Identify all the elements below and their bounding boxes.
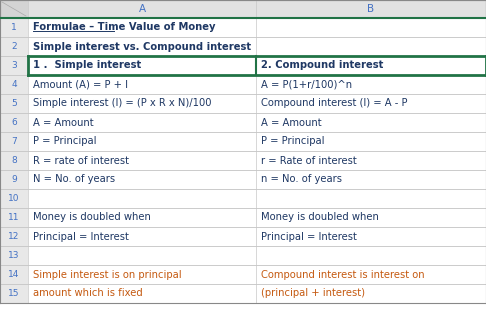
Bar (256, 170, 486, 189)
Bar (256, 113, 486, 132)
Bar (0, 75, 28, 94)
Bar (0, 189, 28, 208)
Text: Principal = Interest: Principal = Interest (261, 232, 357, 241)
Bar (28, 151, 256, 170)
Bar (28, 284, 256, 303)
Bar (256, 151, 486, 170)
Text: R = rate of interest: R = rate of interest (33, 155, 129, 166)
Bar (28, 0, 256, 18)
Bar (0, 151, 28, 170)
Text: n = No. of years: n = No. of years (261, 174, 342, 184)
Text: A: A (139, 4, 146, 14)
Bar (28, 56, 256, 75)
Text: N = No. of years: N = No. of years (33, 174, 115, 184)
Text: Compound interest is interest on: Compound interest is interest on (261, 270, 425, 279)
Bar (256, 0, 486, 18)
Text: B: B (367, 4, 375, 14)
Text: 14: 14 (8, 270, 20, 279)
Bar (256, 56, 486, 75)
Text: Compound interest (I) = A - P: Compound interest (I) = A - P (261, 99, 407, 108)
Bar (28, 37, 256, 56)
Bar (256, 75, 486, 94)
Text: Formulae – Time Value of Money: Formulae – Time Value of Money (33, 23, 215, 33)
Bar (0, 113, 28, 132)
Bar (0, 246, 28, 265)
Bar (28, 18, 256, 37)
Text: 2. Compound interest: 2. Compound interest (261, 61, 383, 70)
Bar (28, 265, 256, 284)
Bar (256, 227, 486, 246)
Text: P = Principal: P = Principal (261, 137, 325, 146)
Bar (28, 246, 256, 265)
Bar (0, 37, 28, 56)
Bar (256, 132, 486, 151)
Text: 3: 3 (11, 61, 17, 70)
Bar (256, 189, 486, 208)
Bar (256, 284, 486, 303)
Text: Amount (A) = P + I: Amount (A) = P + I (33, 79, 128, 90)
Text: amount which is fixed: amount which is fixed (33, 288, 143, 299)
Text: A = Amount: A = Amount (33, 117, 94, 128)
Text: 11: 11 (8, 213, 20, 222)
Text: Money is doubled when: Money is doubled when (261, 212, 379, 222)
Text: A = Amount: A = Amount (261, 117, 322, 128)
Text: A = P(1+r/100)^n: A = P(1+r/100)^n (261, 79, 352, 90)
Bar (0, 227, 28, 246)
Bar (256, 265, 486, 284)
Bar (256, 37, 486, 56)
Bar (28, 170, 256, 189)
Bar (256, 246, 486, 265)
Text: 1 .  Simple interest: 1 . Simple interest (33, 61, 141, 70)
Bar (0, 132, 28, 151)
Bar (0, 18, 28, 37)
Text: Principal = Interest: Principal = Interest (33, 232, 129, 241)
Text: 1: 1 (11, 23, 17, 32)
Text: 2: 2 (11, 42, 17, 51)
Bar (28, 75, 256, 94)
Bar (0, 170, 28, 189)
Bar (28, 113, 256, 132)
Bar (28, 132, 256, 151)
Text: 9: 9 (11, 175, 17, 184)
Bar (256, 208, 486, 227)
Bar (0, 265, 28, 284)
Bar (0, 94, 28, 113)
Text: 12: 12 (8, 232, 20, 241)
Text: 4: 4 (11, 80, 17, 89)
Text: 5: 5 (11, 99, 17, 108)
Text: 7: 7 (11, 137, 17, 146)
Bar (28, 208, 256, 227)
Bar (28, 189, 256, 208)
Bar (28, 227, 256, 246)
Text: Money is doubled when: Money is doubled when (33, 212, 151, 222)
Text: Simple interest vs. Compound interest: Simple interest vs. Compound interest (33, 41, 251, 51)
Text: r = Rate of interest: r = Rate of interest (261, 155, 357, 166)
Text: 13: 13 (8, 251, 20, 260)
Text: 8: 8 (11, 156, 17, 165)
Bar (0, 208, 28, 227)
Bar (0, 56, 28, 75)
Text: P = Principal: P = Principal (33, 137, 97, 146)
Bar (0, 0, 28, 18)
Text: Simple interest (I) = (P x R x N)/100: Simple interest (I) = (P x R x N)/100 (33, 99, 211, 108)
Text: 15: 15 (8, 289, 20, 298)
Text: Simple interest is on principal: Simple interest is on principal (33, 270, 182, 279)
Bar (256, 18, 486, 37)
Bar (0, 284, 28, 303)
Text: (principal + interest): (principal + interest) (261, 288, 365, 299)
Bar (28, 94, 256, 113)
Text: 10: 10 (8, 194, 20, 203)
Text: 6: 6 (11, 118, 17, 127)
Bar (256, 94, 486, 113)
